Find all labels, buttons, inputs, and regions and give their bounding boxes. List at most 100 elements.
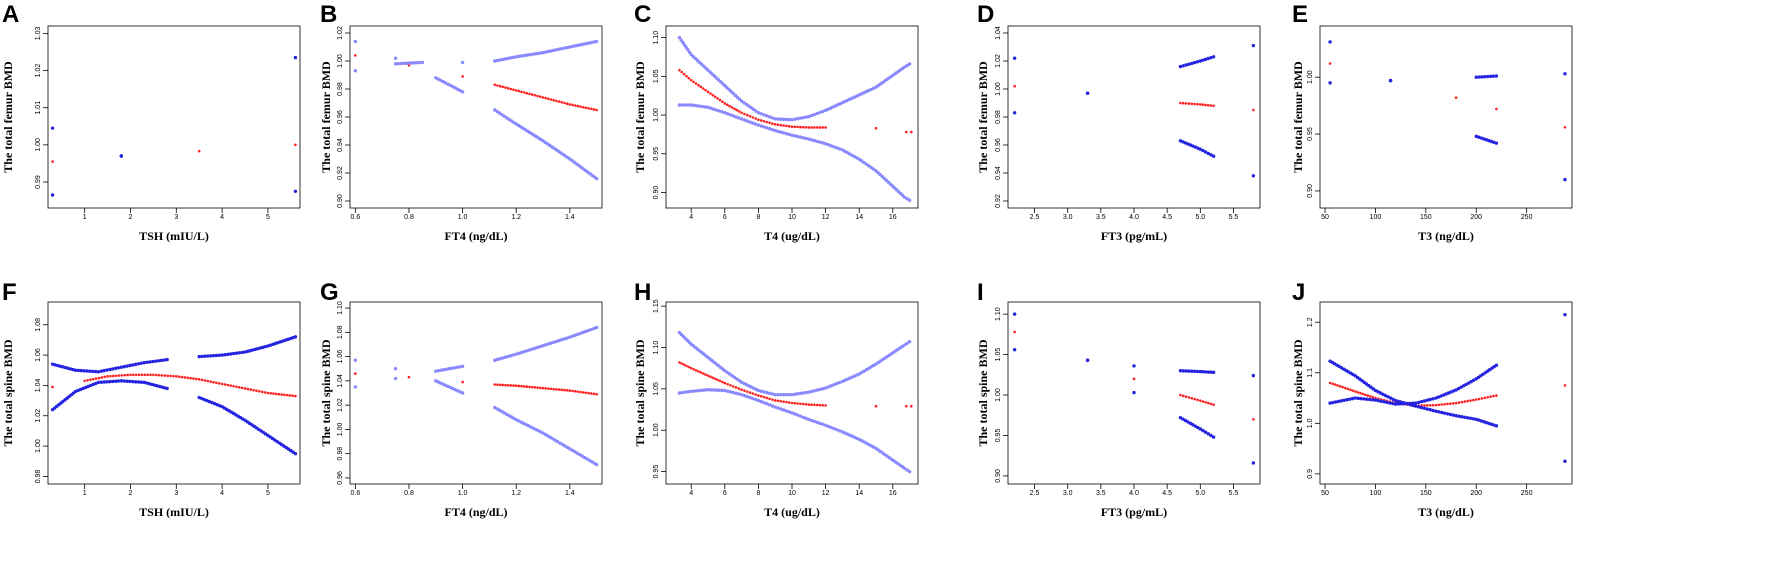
point-lower-i xyxy=(1192,369,1197,374)
point-lower-h xyxy=(725,389,730,393)
point-fitted-g xyxy=(568,389,572,392)
series-fitted-i xyxy=(1013,330,1255,421)
point-upper-d xyxy=(1209,153,1213,157)
point-fitted-f xyxy=(120,374,124,377)
y-tick-label-j: 1.0 xyxy=(1307,418,1314,428)
y-tick-label-g: 1.06 xyxy=(337,350,344,364)
point-fitted-b xyxy=(544,96,548,100)
point-upper-d xyxy=(1206,151,1210,156)
point-lower-i xyxy=(1195,369,1200,374)
x-tick-label-g: 0.8 xyxy=(404,490,414,497)
point-lower-c xyxy=(759,124,763,128)
point-fitted-h xyxy=(692,367,695,371)
point-lower-c xyxy=(706,105,710,110)
point-lower-g xyxy=(506,354,510,359)
x-tick-label-i: 5.5 xyxy=(1229,490,1239,497)
point-fitted-h xyxy=(743,389,746,392)
series-upper-g xyxy=(353,358,599,467)
point-fitted-c xyxy=(692,80,695,84)
point-upper-f xyxy=(223,353,227,357)
series-lower-h xyxy=(677,387,912,474)
x-tick-label-c: 12 xyxy=(822,214,830,221)
point-upper-f xyxy=(153,359,158,363)
x-tick-label-c: 4 xyxy=(689,214,693,221)
point-fitted-f xyxy=(166,374,169,378)
point-fitted-g xyxy=(461,380,464,384)
point-fitted-i xyxy=(1184,395,1188,398)
point-upper-f xyxy=(253,347,257,352)
y-axis-title-d: The total femur BMD xyxy=(976,61,990,173)
point-lower-e xyxy=(1488,74,1493,79)
point-fitted-j xyxy=(1369,395,1372,398)
point-fitted-b xyxy=(517,89,521,93)
point-upper-b xyxy=(401,61,406,66)
point-upper-d xyxy=(1198,147,1203,151)
series-lower-c xyxy=(677,103,912,202)
x-tick-label-h: 10 xyxy=(788,490,796,497)
point-fitted-j xyxy=(1472,398,1475,402)
point-fitted-h xyxy=(790,401,794,405)
y-tick-label-g: 1.08 xyxy=(337,325,344,339)
point-upper-h xyxy=(723,368,727,373)
point-lower-i xyxy=(1201,370,1205,374)
point-lower-h xyxy=(832,426,836,431)
point-lower-c xyxy=(714,108,719,112)
point-upper-b xyxy=(495,58,500,63)
point-fitted-h xyxy=(701,372,705,375)
x-tick-label-c: 8 xyxy=(756,214,760,221)
point-fitted-j xyxy=(1443,402,1446,406)
point-fitted-f xyxy=(103,375,106,379)
point-upper-c xyxy=(749,106,753,110)
point-fitted-f xyxy=(186,376,190,380)
point-lower-f xyxy=(99,380,103,384)
point-upper-f xyxy=(263,344,268,349)
point-lower-h xyxy=(717,388,721,392)
point-lower-e xyxy=(1486,74,1490,79)
point-fitted-h xyxy=(782,400,785,403)
series-lower-e xyxy=(1328,72,1567,85)
point-upper-f xyxy=(68,367,73,371)
point-lower-h xyxy=(798,414,803,418)
point-fitted-f xyxy=(246,387,250,391)
point-fitted-i xyxy=(1190,396,1194,400)
point-upper-c xyxy=(756,111,761,115)
point-fitted-g xyxy=(539,386,542,390)
point-fitted-g xyxy=(581,391,585,394)
point-lower-g xyxy=(576,332,580,336)
point-upper-b xyxy=(393,62,398,66)
y-tick-label-i: 0.90 xyxy=(995,469,1002,483)
point-fitted-f xyxy=(51,385,54,389)
point-fitted-j xyxy=(1428,403,1432,407)
point-upper-f xyxy=(105,368,109,372)
point-upper-b xyxy=(592,40,596,44)
point-lower-e xyxy=(1491,74,1496,78)
plot-frame-f xyxy=(47,301,301,485)
point-lower-f xyxy=(78,387,83,392)
point-lower-g xyxy=(514,352,518,356)
point-fitted-h xyxy=(687,365,691,369)
point-fitted-f xyxy=(189,376,192,380)
point-upper-b xyxy=(404,61,408,65)
point-fitted-e xyxy=(1563,125,1567,129)
point-lower-f xyxy=(91,382,96,387)
point-fitted-h xyxy=(721,380,724,384)
point-lower-c xyxy=(804,136,808,141)
point-fitted-b xyxy=(354,54,357,57)
point-lower-i xyxy=(1184,369,1188,373)
point-upper-j xyxy=(1431,408,1435,413)
point-upper-f xyxy=(293,335,298,339)
panel-j: J 50 100 150 200 250 0.9 1.0 1.1 1.2 T3 (ng/dL) The… xyxy=(1291,279,1573,519)
point-fitted-a xyxy=(197,149,201,153)
point-fitted-j xyxy=(1492,394,1495,398)
point-fitted-b xyxy=(589,107,593,111)
point-lower-f xyxy=(102,380,106,384)
point-upper-c xyxy=(770,116,775,120)
point-upper-b xyxy=(594,39,599,44)
point-fitted-h xyxy=(751,392,755,395)
point-lower-j xyxy=(1425,398,1429,402)
point-upper-b xyxy=(546,49,551,54)
point-lower-g xyxy=(546,342,551,346)
point-lower-h xyxy=(759,399,763,404)
point-upper-h xyxy=(812,389,817,393)
point-fitted-d xyxy=(1193,102,1196,106)
